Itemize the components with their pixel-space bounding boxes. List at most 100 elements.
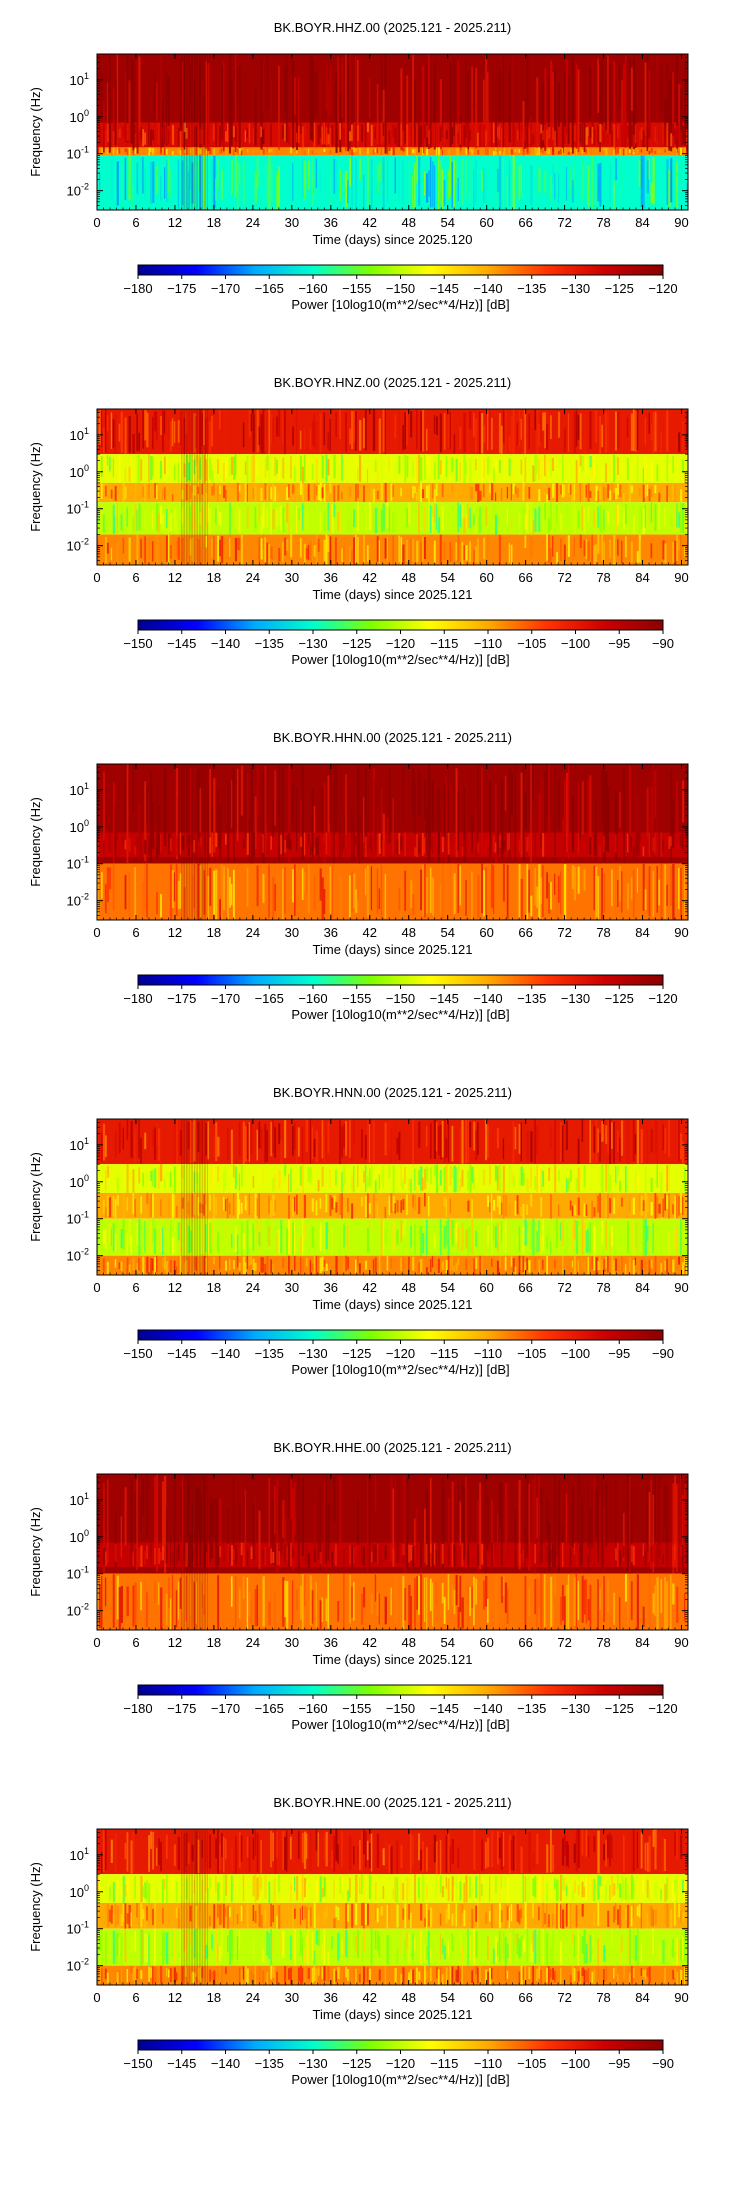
power-stripe: [213, 1166, 214, 1182]
power-stripe: [434, 541, 436, 563]
power-stripe: [347, 123, 349, 139]
power-stripe: [268, 1602, 270, 1625]
power-stripe: [532, 135, 534, 145]
power-stripe: [207, 1544, 209, 1564]
power-stripe: [501, 128, 502, 146]
power-stripe: [255, 1874, 257, 1902]
power-stripe: [434, 1165, 436, 1177]
power-stripe: [270, 1831, 271, 1867]
power-stripe: [438, 454, 440, 479]
power-stripe: [458, 864, 459, 913]
power-stripe: [255, 172, 257, 203]
power-stripe: [599, 163, 601, 207]
power-stripe: [597, 507, 598, 528]
power-stripe: [367, 1193, 369, 1218]
power-stripe: [485, 131, 487, 146]
power-stripe: [562, 1838, 564, 1865]
power-stripe: [259, 1232, 261, 1246]
power-stripe: [316, 422, 318, 450]
power-stripe: [471, 871, 472, 919]
power-stripe: [493, 503, 495, 521]
power-stripe: [286, 57, 287, 142]
power-stripe: [666, 885, 668, 906]
power-stripe: [351, 150, 353, 156]
power-stripe: [363, 864, 364, 920]
power-stripe: [511, 545, 513, 565]
power-stripe: [572, 1485, 574, 1548]
power-stripe: [670, 133, 672, 146]
power-stripe: [294, 152, 295, 155]
colorbar-tick-label: −160: [298, 991, 327, 1006]
power-stripe: [369, 1203, 371, 1214]
power-stripe: [391, 484, 393, 502]
power-stripe: [418, 771, 420, 816]
power-stripe: [229, 458, 231, 476]
power-stripe: [233, 126, 235, 137]
y-tick-label: 101: [70, 426, 89, 443]
power-stripe: [682, 1545, 683, 1566]
power-stripe: [660, 431, 661, 452]
power-stripe: [505, 833, 506, 852]
power-stripe: [225, 1839, 226, 1859]
power-stripe: [268, 1478, 270, 1561]
power-stripe: [247, 149, 249, 153]
power-stripe: [320, 1198, 322, 1208]
power-stripe: [391, 1543, 393, 1562]
power-stripe: [475, 1258, 477, 1269]
power-stripe: [213, 156, 215, 208]
power-stripe: [276, 491, 278, 500]
power-stripe: [635, 411, 637, 452]
power-stripe: [343, 1225, 345, 1247]
power-stripe: [666, 455, 668, 482]
power-stripe: [519, 1226, 521, 1252]
power-stripe: [678, 1196, 680, 1216]
power-stripe: [314, 484, 315, 501]
power-stripe: [674, 129, 675, 144]
power-stripe: [682, 1262, 684, 1274]
power-stripe: [499, 125, 500, 140]
power-stripe: [186, 1878, 188, 1899]
power-stripe: [656, 409, 658, 446]
power-stripe: [546, 1884, 548, 1902]
power-stripe: [377, 491, 379, 500]
power-stripe: [351, 454, 353, 480]
power-stripe: [385, 159, 387, 197]
power-stripe: [469, 1229, 470, 1253]
power-stripe: [203, 1256, 205, 1275]
power-stripe: [509, 458, 511, 476]
power-stripe: [257, 1259, 259, 1272]
power-stripe: [329, 66, 331, 114]
power-stripe: [477, 150, 479, 155]
power-stripe: [676, 782, 678, 836]
power-stripe: [385, 1597, 387, 1625]
power-stripe: [233, 1194, 235, 1216]
power-stripe: [180, 1223, 182, 1253]
power-stripe: [394, 1877, 396, 1902]
power-stripe: [276, 1236, 277, 1255]
power-stripe: [605, 488, 607, 500]
power-stripe: [166, 1547, 168, 1563]
y-tick-label: 10-2: [67, 892, 89, 909]
power-stripe: [333, 147, 335, 155]
power-stripe: [381, 865, 383, 919]
power-stripe: [217, 1882, 219, 1900]
power-stripe: [647, 1226, 649, 1241]
y-tick-label: 101: [70, 1491, 89, 1508]
power-stripe: [302, 1127, 303, 1163]
power-stripe: [178, 1222, 180, 1240]
power-stripe: [396, 1543, 398, 1563]
power-stripe: [568, 838, 570, 853]
power-stripe: [347, 520, 348, 533]
power-stripe: [160, 1199, 162, 1216]
power-stripe: [412, 55, 414, 147]
power-stripe: [658, 880, 660, 906]
power-stripe: [154, 1257, 156, 1275]
power-stripe: [454, 160, 455, 207]
power-stripe: [540, 456, 542, 480]
power-stripe: [524, 457, 526, 482]
power-stripe: [473, 169, 474, 208]
power-stripe: [611, 1256, 613, 1274]
power-stripe: [268, 149, 269, 153]
power-stripe: [493, 1200, 495, 1211]
power-stripe: [530, 1222, 532, 1250]
